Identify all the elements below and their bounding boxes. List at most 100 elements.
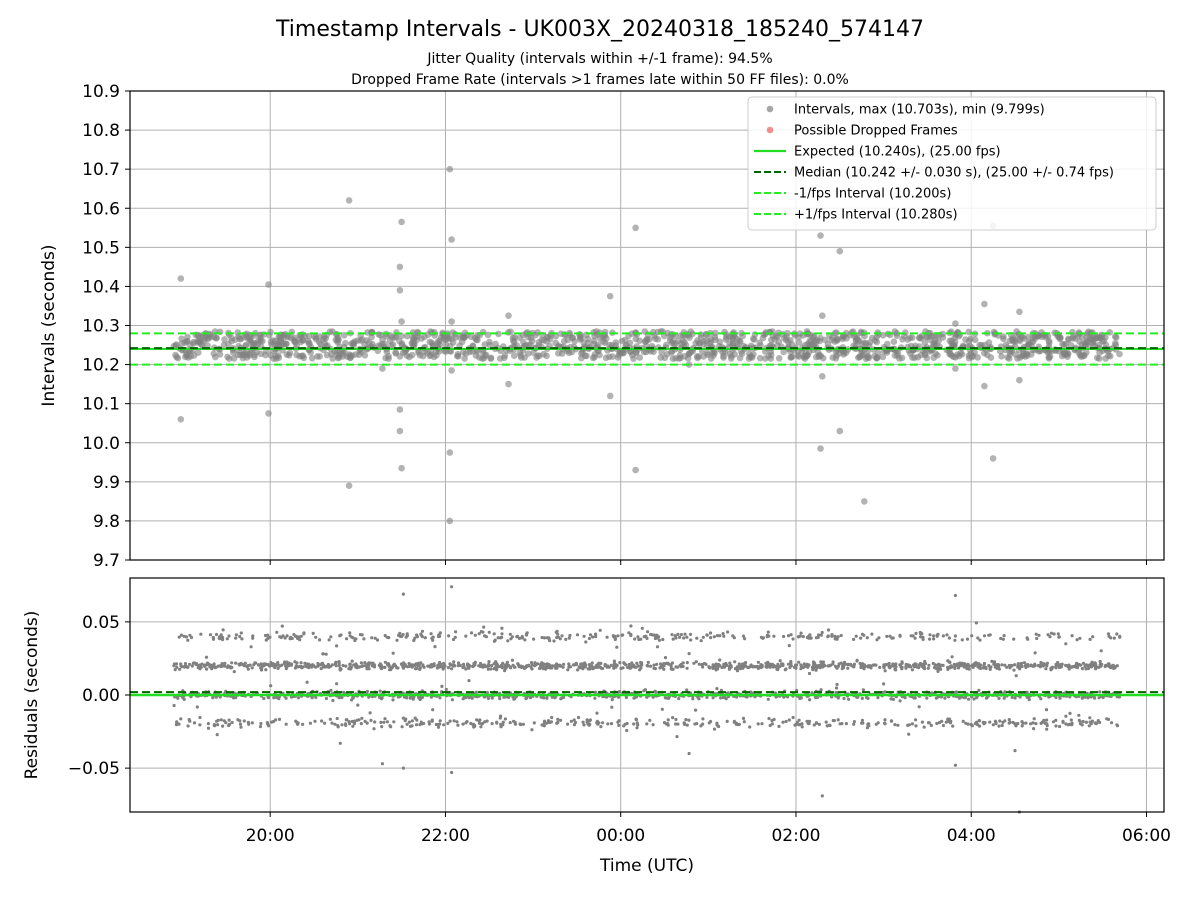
x-tick-label: 22:00 <box>421 826 470 846</box>
residual-point <box>234 633 238 637</box>
residual-point <box>789 659 793 664</box>
interval-point <box>291 338 298 345</box>
interval-point <box>722 336 730 343</box>
top-y-tick-label: 10.4 <box>82 277 120 297</box>
residual-point <box>428 665 432 669</box>
residual-point <box>519 665 524 670</box>
interval-point <box>760 331 768 339</box>
residual-point <box>648 718 652 723</box>
residual-point <box>433 645 437 649</box>
residual-point <box>919 632 923 636</box>
residual-point <box>1054 724 1058 728</box>
interval-point <box>765 352 772 360</box>
residual-point <box>487 662 491 666</box>
residual-point <box>419 661 423 665</box>
residual-point <box>836 718 840 722</box>
residual-point <box>826 628 831 632</box>
interval-outlier-point <box>446 517 454 525</box>
residual-point <box>277 717 282 722</box>
residual-point <box>870 632 874 636</box>
residual-point <box>391 651 395 655</box>
residual-point <box>887 662 891 666</box>
interval-point <box>606 353 613 361</box>
residual-point <box>571 663 576 667</box>
residual-point <box>1093 661 1097 665</box>
residual-point <box>634 718 639 722</box>
residual-point <box>451 637 456 642</box>
residual-point <box>801 634 805 639</box>
residual-point <box>616 634 620 638</box>
residual-point <box>893 723 897 727</box>
residual-point <box>591 635 595 639</box>
residual-point <box>348 662 352 666</box>
residual-point <box>835 682 839 687</box>
residual-point <box>339 667 343 671</box>
residual-point <box>903 696 907 700</box>
legend-label: Expected (10.240s), (25.00 fps) <box>794 145 1001 160</box>
residual-point <box>1005 665 1009 669</box>
legend-label: +1/fps Interval (10.280s) <box>794 208 958 223</box>
residual-point <box>269 661 273 665</box>
residual-point <box>715 687 719 691</box>
residual-point <box>662 662 666 666</box>
interval-outlier-point <box>1016 308 1023 316</box>
residual-point <box>175 721 179 725</box>
residual-point <box>612 664 616 669</box>
residual-point <box>1070 634 1074 638</box>
residual-point <box>679 633 684 637</box>
residual-point <box>1056 632 1060 636</box>
residual-point <box>344 664 348 668</box>
residual-point <box>617 719 621 723</box>
residual-point <box>635 726 639 730</box>
residual-point <box>835 666 839 670</box>
residual-point <box>468 664 472 668</box>
residual-point <box>541 667 545 671</box>
residual-point <box>1057 663 1061 667</box>
residual-point <box>328 664 333 669</box>
residual-point <box>440 684 444 689</box>
residual-point <box>293 666 297 670</box>
interval-point <box>230 355 238 362</box>
interval-outlier-point <box>989 455 997 462</box>
residual-point <box>944 720 948 724</box>
residual-point <box>251 636 255 640</box>
residual-point <box>970 634 974 638</box>
residual-outlier-point <box>401 592 405 596</box>
residual-point <box>938 666 942 670</box>
interval-point <box>829 334 836 342</box>
interval-point <box>731 331 738 338</box>
interval-point <box>1000 333 1007 340</box>
residual-point <box>998 719 1002 723</box>
residual-point <box>627 662 631 667</box>
residual-point <box>721 695 725 700</box>
residual-point <box>501 723 505 727</box>
residual-point <box>464 634 468 638</box>
interval-point <box>237 336 244 343</box>
residual-point <box>305 680 309 684</box>
top-y-tick-label: 10.1 <box>82 395 120 415</box>
residual-point <box>523 638 527 642</box>
residual-point <box>799 667 803 671</box>
residual-point <box>883 721 887 725</box>
residual-point <box>711 665 715 669</box>
residual-point <box>230 661 234 665</box>
residual-point <box>844 722 849 726</box>
residual-point <box>997 696 1001 701</box>
residual-point <box>646 664 650 668</box>
residual-point <box>827 723 831 727</box>
residual-point <box>351 636 355 640</box>
residual-point <box>804 664 809 668</box>
residual-point <box>1089 662 1093 666</box>
interval-outlier-point <box>398 464 405 472</box>
residual-point <box>450 667 454 671</box>
interval-point <box>796 330 804 337</box>
residual-point <box>852 722 856 726</box>
residual-point <box>404 635 408 639</box>
residual-point <box>494 661 498 665</box>
interval-outlier-point <box>1016 376 1023 384</box>
interval-point <box>1012 351 1020 358</box>
interval-point <box>949 342 956 349</box>
residual-point <box>716 667 720 671</box>
residual-point <box>566 722 570 726</box>
residual-point <box>1003 719 1007 723</box>
